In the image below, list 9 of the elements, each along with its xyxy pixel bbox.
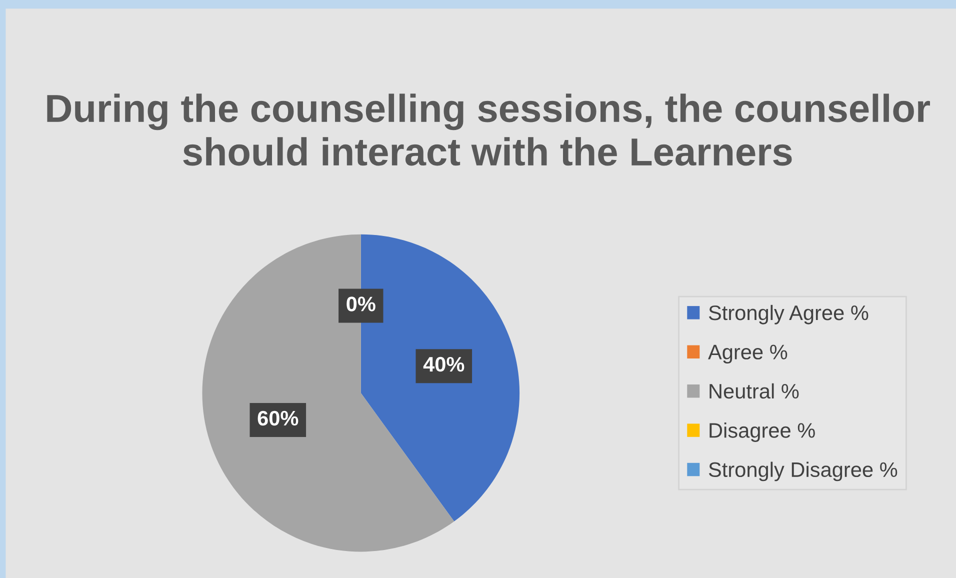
data-label: 60%: [258, 410, 298, 426]
legend-label: Disagree %: [710, 422, 815, 442]
text: 0%: [346, 296, 376, 312]
data-label: 40%: [423, 356, 464, 372]
legend-label: Strongly Disagree %: [708, 462, 898, 482]
legend-label: Strongly Agree %: [708, 304, 868, 324]
legend-label: Neutral %: [710, 383, 799, 399]
legend-label: Agree %: [708, 344, 788, 364]
chart-title: During the counselling sessions, the counsellor should interact with the Learners: [47, 94, 930, 166]
